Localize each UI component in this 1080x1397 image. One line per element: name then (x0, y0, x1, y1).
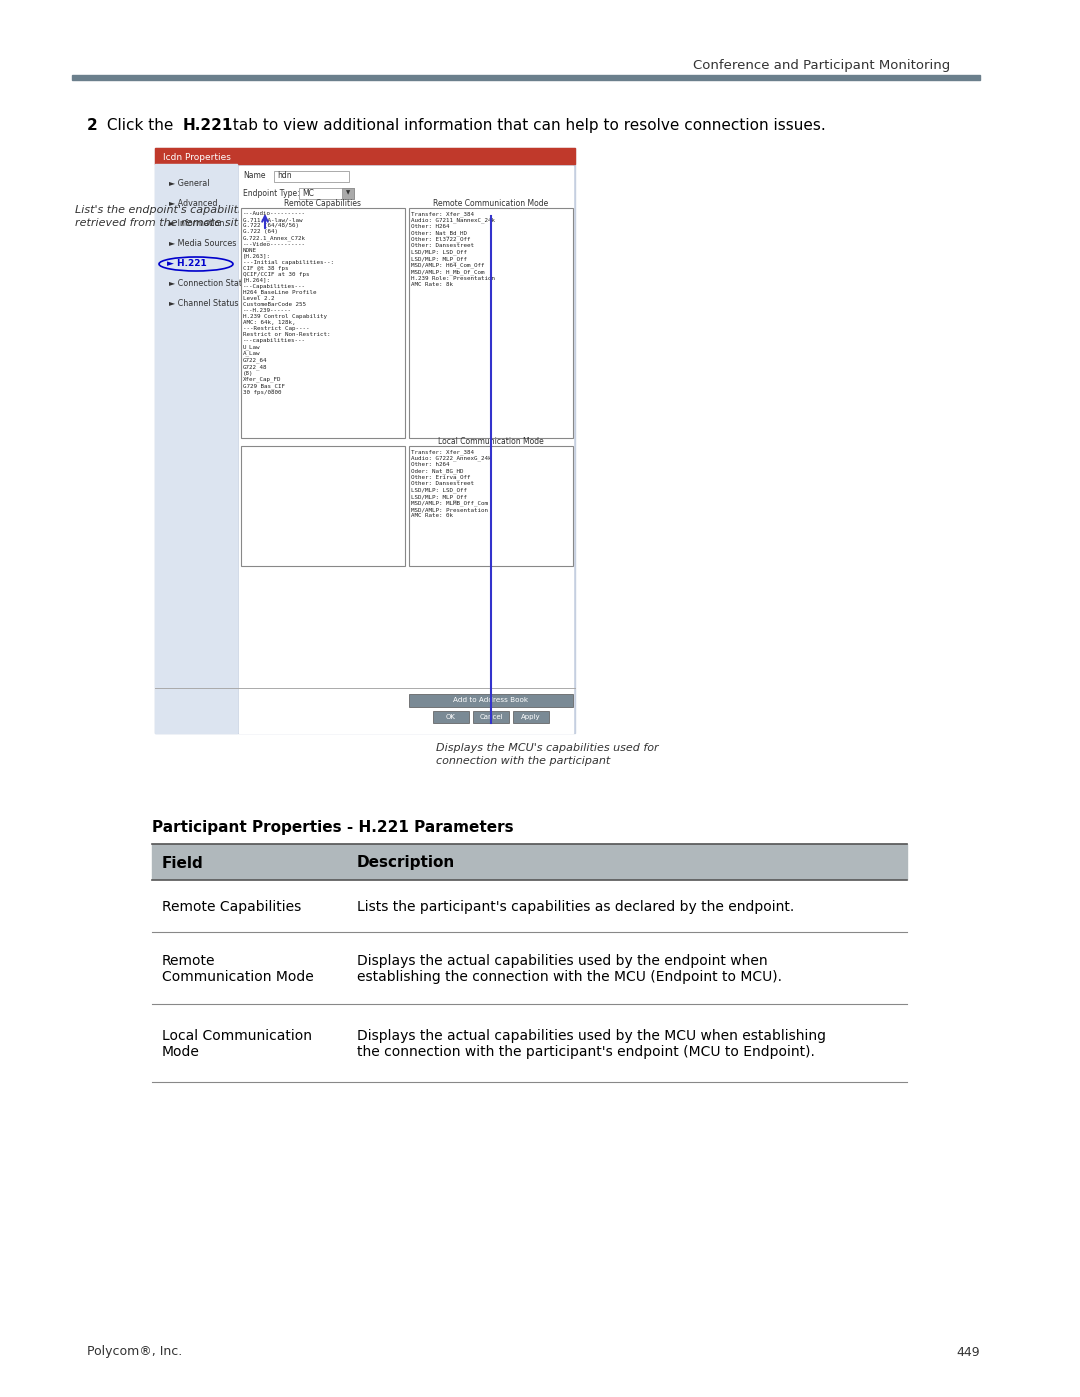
Bar (409, 208, 573, 439)
Bar (152, 1004, 907, 1083)
Text: ---Audio----------
G.711: A-law/-law
G.722 (64/48/56)
G.722 (64)
G.722.1_Annex_C: ---Audio---------- G.711: A-law/-law G.7… (243, 211, 334, 395)
Text: Cancel: Cancel (480, 714, 503, 719)
Text: Displays the actual capabilities used by the MCU when establishing
the connectio: Displays the actual capabilities used by… (357, 1030, 826, 1059)
Text: Click the: Click the (102, 117, 178, 133)
Text: Remote Communication Mode: Remote Communication Mode (433, 200, 549, 208)
Text: Remote Capabilities: Remote Capabilities (162, 900, 301, 914)
Text: Description: Description (357, 855, 456, 870)
Text: capabilities used for the connection: capabilities used for the connection (370, 203, 569, 212)
Text: OK: OK (446, 714, 456, 719)
Text: Displays the MCU's capabilities used for: Displays the MCU's capabilities used for (436, 743, 659, 753)
Text: Transfer: Xfer_384
Audio: G7222_AnnexG_24k
Other: h264
Oder: Nat_BG_HD
Other: Er: Transfer: Xfer_384 Audio: G7222_AnnexG_2… (411, 448, 491, 518)
Text: ► Information: ► Information (168, 219, 225, 229)
Text: Local Communication
Mode: Local Communication Mode (162, 1030, 312, 1059)
Text: Participant Properties - H.221 Parameters: Participant Properties - H.221 Parameter… (152, 820, 514, 835)
Text: Conference and Participant Monitoring: Conference and Participant Monitoring (692, 59, 950, 71)
Bar (409, 694, 573, 707)
Bar (274, 170, 349, 182)
Bar (156, 148, 575, 163)
Text: Lists the participant's capabilities as declared by the endpoint.: Lists the participant's capabilities as … (357, 900, 794, 914)
Bar (156, 163, 237, 733)
Text: Transfer: Xfer_384
Audio: G7211_NannexC_24k
Other: H264
Other: Nat_Bd_HD
Other: : Transfer: Xfer_384 Audio: G7211_NannexC_… (411, 211, 495, 286)
Text: 449: 449 (957, 1345, 980, 1358)
Bar (241, 446, 405, 566)
Bar (152, 844, 907, 880)
Bar (152, 880, 907, 932)
Bar (156, 148, 575, 733)
Text: ► Advanced: ► Advanced (168, 200, 217, 208)
Text: Displays the endpoint's actual: Displays the endpoint's actual (370, 190, 538, 200)
Text: MC: MC (302, 189, 314, 197)
Text: Displays the actual capabilities used by the endpoint when
establishing the conn: Displays the actual capabilities used by… (357, 954, 782, 983)
Text: ► Connection Status: ► Connection Status (168, 279, 252, 289)
Text: hdn: hdn (276, 172, 292, 180)
Text: Icdn Properties: Icdn Properties (163, 152, 231, 162)
Text: ► Channel Status: ► Channel Status (168, 299, 239, 309)
Text: List's the endpoint's capabilities as: List's the endpoint's capabilities as (75, 205, 270, 215)
Bar (299, 189, 354, 198)
Bar (433, 711, 469, 724)
Text: retrieved from the remote site: retrieved from the remote site (75, 218, 245, 228)
Text: ► Media Sources: ► Media Sources (168, 239, 237, 249)
Bar (473, 711, 509, 724)
Bar (342, 189, 354, 198)
Text: Endpoint Type:: Endpoint Type: (243, 189, 299, 197)
Text: Name: Name (243, 172, 266, 180)
Text: connection with the participant: connection with the participant (436, 756, 610, 766)
Text: Polycom®, Inc.: Polycom®, Inc. (87, 1345, 183, 1358)
Text: Remote
Communication Mode: Remote Communication Mode (162, 954, 314, 983)
Text: 2: 2 (87, 117, 98, 133)
Bar (409, 446, 573, 566)
Text: Add to Address Book: Add to Address Book (454, 697, 528, 703)
Text: ▼: ▼ (346, 190, 350, 196)
Text: H.221: H.221 (183, 117, 233, 133)
Bar (239, 166, 573, 733)
Text: ► General: ► General (168, 179, 210, 189)
Bar (152, 932, 907, 1004)
Text: Local Communication Mode: Local Communication Mode (438, 437, 544, 447)
Text: Apply: Apply (522, 714, 541, 719)
Text: Remote Capabilities: Remote Capabilities (284, 200, 362, 208)
Bar (241, 208, 405, 439)
Text: ► H.221: ► H.221 (167, 260, 206, 268)
Text: tab to view additional information that can help to resolve connection issues.: tab to view additional information that … (228, 117, 826, 133)
Text: Field: Field (162, 855, 204, 870)
Bar (513, 711, 549, 724)
Bar (72, 75, 980, 80)
